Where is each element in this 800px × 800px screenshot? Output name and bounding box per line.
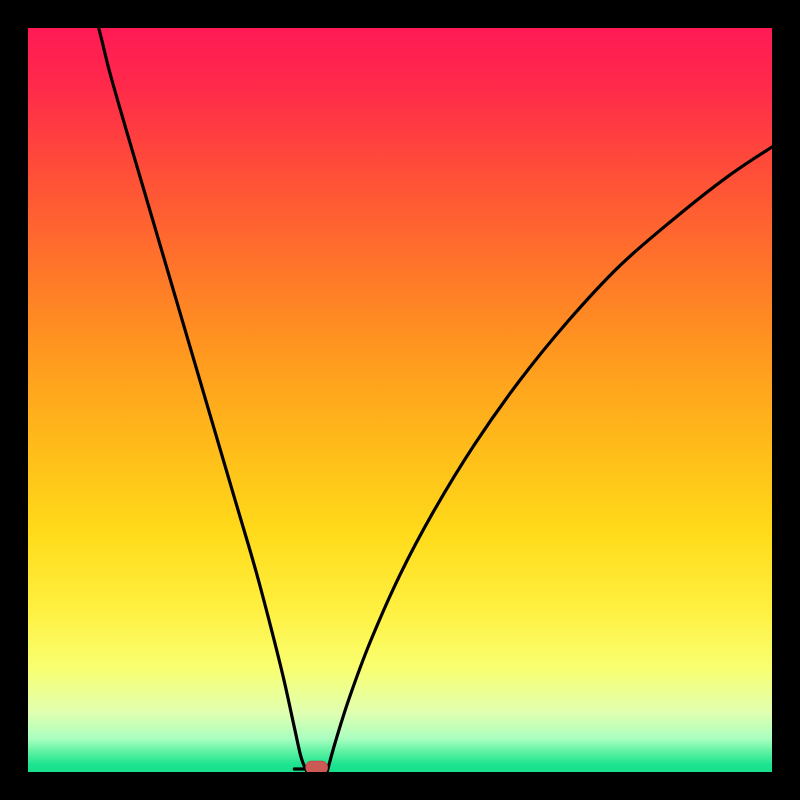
chart-stage: TheBottleneck.com [0, 0, 800, 800]
bottleneck-chart-svg [0, 0, 800, 800]
gradient-background [28, 28, 772, 772]
